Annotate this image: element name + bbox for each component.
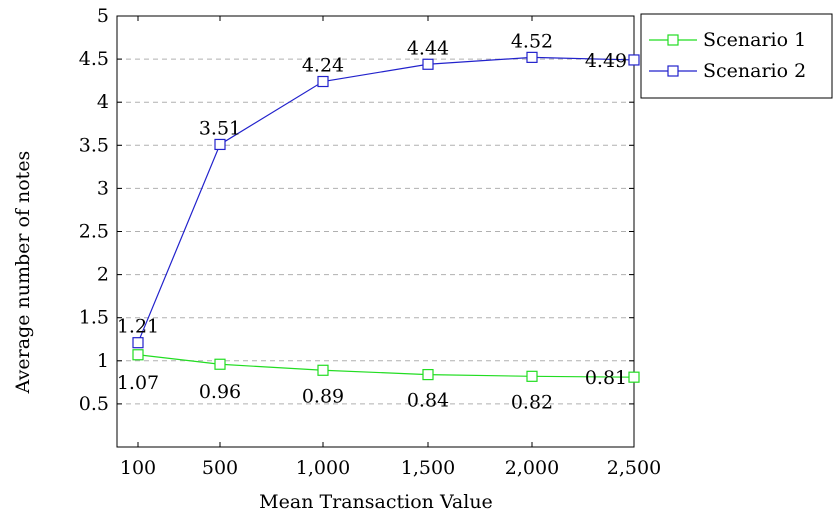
- ticks: 0.5 1 1.5 2 2.5 3 3.5 4 4.5 5 100 500 1,000 1,500 2,00…: [79, 5, 661, 479]
- data-labels: 1.07 0.96 0.89 0.84 0.82 0.81 1.21 3.51 4.24 4.44…: [117, 30, 627, 413]
- x-axis-label: Mean Transaction Value: [259, 491, 493, 513]
- y-tick-label: 1.5: [79, 307, 109, 329]
- y-tick-label: 2: [97, 264, 109, 286]
- data-point: [318, 77, 328, 87]
- data-label: 4.24: [302, 55, 344, 77]
- data-point: [629, 372, 639, 382]
- x-tick-label: 2,000: [505, 457, 559, 479]
- grid-lines: [117, 59, 634, 404]
- x-tick-label: 500: [202, 457, 238, 479]
- data-label: 4.52: [511, 30, 553, 52]
- plot-frame: [117, 16, 634, 447]
- x-tick-label: 1,500: [401, 457, 455, 479]
- data-label: 0.89: [302, 385, 344, 407]
- series-line-1: [138, 355, 634, 377]
- y-tick-label: 4: [97, 91, 109, 113]
- data-point: [629, 55, 639, 65]
- data-label: 1.07: [117, 372, 159, 394]
- data-label: 3.51: [199, 117, 241, 139]
- data-point: [133, 338, 143, 348]
- data-point: [527, 52, 537, 62]
- data-label: 0.96: [199, 381, 241, 403]
- legend-marker: [668, 66, 678, 76]
- data-point: [318, 365, 328, 375]
- y-tick-label: 1: [97, 350, 109, 372]
- axes: [117, 16, 634, 447]
- y-tick-label: 2.5: [79, 221, 109, 243]
- data-label: 4.49: [585, 50, 627, 72]
- data-point: [133, 350, 143, 360]
- y-tick-label: 3.5: [79, 134, 109, 156]
- data-label: 1.21: [117, 316, 159, 338]
- legend-label: Scenario 2: [703, 60, 806, 82]
- y-axis-label: Average number of notes: [12, 151, 34, 395]
- data-point: [423, 59, 433, 69]
- legend-marker: [668, 35, 678, 45]
- data-label: 0.81: [585, 367, 627, 389]
- data-point: [215, 359, 225, 369]
- data-point: [423, 370, 433, 380]
- y-tick-label: 0.5: [79, 393, 109, 415]
- data-label: 4.44: [407, 37, 449, 59]
- data-label: 0.82: [511, 391, 553, 413]
- x-tick-label: 100: [120, 457, 156, 479]
- legend-box: [641, 14, 832, 98]
- legend: Scenario 1 Scenario 2: [641, 14, 832, 98]
- data-point: [215, 139, 225, 149]
- data-label: 0.84: [407, 390, 449, 412]
- x-tick-label: 1,000: [296, 457, 350, 479]
- x-tick-label: 2,500: [607, 457, 661, 479]
- legend-label: Scenario 1: [703, 29, 806, 51]
- y-tick-label: 5: [97, 5, 109, 27]
- series-line-2: [138, 57, 634, 342]
- y-tick-label: 4.5: [79, 48, 109, 70]
- data-point: [527, 371, 537, 381]
- y-tick-label: 3: [97, 177, 109, 199]
